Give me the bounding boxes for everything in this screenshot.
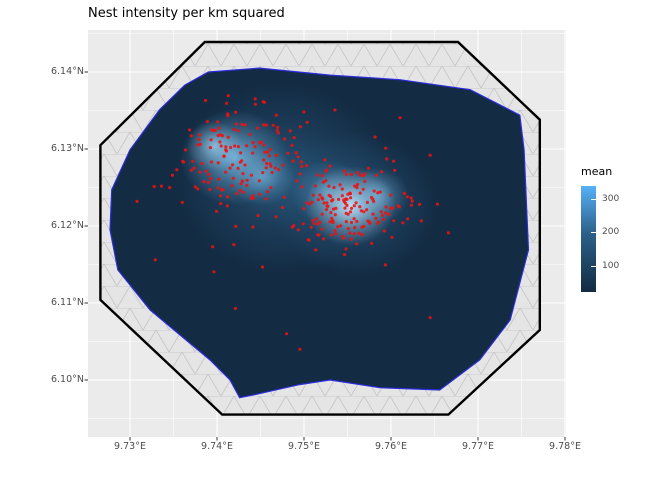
plot-title: Nest intensity per km squared bbox=[88, 6, 285, 21]
legend-colorbar bbox=[581, 186, 596, 292]
legend-tick-mark bbox=[591, 199, 596, 200]
legend-tick-label: 100 bbox=[602, 261, 620, 271]
legend-title: mean bbox=[581, 165, 613, 178]
x-axis-tick-label: 9.75°E bbox=[288, 441, 320, 452]
y-axis-tick-label: 6.10°N bbox=[50, 374, 84, 385]
y-axis-tick-label: 6.13°N bbox=[50, 143, 84, 154]
legend-tick-mark bbox=[591, 232, 596, 233]
legend-tick-label: 300 bbox=[602, 194, 620, 204]
x-axis-tick-label: 9.74°E bbox=[201, 441, 233, 452]
y-axis-tick-label: 6.12°N bbox=[50, 220, 84, 231]
x-axis-tick-label: 9.76°E bbox=[375, 441, 407, 452]
x-axis-tick-label: 9.73°E bbox=[114, 441, 146, 452]
x-axis-tick-label: 9.77°E bbox=[462, 441, 494, 452]
x-axis-tick-label: 9.78°E bbox=[549, 441, 581, 452]
legend-tick-label: 200 bbox=[602, 227, 620, 237]
y-axis-tick-label: 6.14°N bbox=[50, 66, 84, 77]
legend-tick-mark bbox=[591, 266, 596, 267]
y-axis-tick-label: 6.11°N bbox=[50, 297, 84, 308]
